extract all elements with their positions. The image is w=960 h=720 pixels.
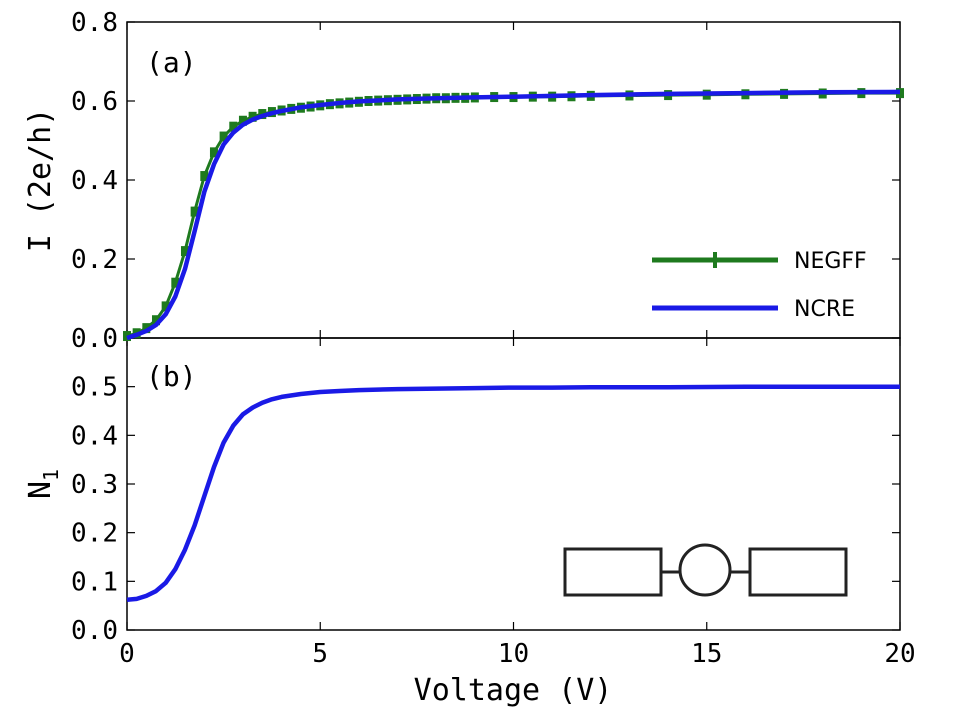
legend-negff-label: NEGFF [794,249,867,274]
panel-a-y-tick-label: 0.4 [71,166,118,196]
panel-b-y-tick-label: 0.0 [71,616,118,646]
x-axis-title: Voltage (V) [414,673,613,708]
panel-a-y-tick-label: 0.0 [71,324,118,354]
x-tick-label: 15 [691,639,722,669]
series-negff-point [238,115,247,126]
series-negff-point [171,277,180,288]
panel-b-y-tick-label: 0.3 [71,470,118,500]
panel-b-y-tick-label: 0.5 [71,373,118,403]
series-negff-point [142,323,151,334]
y-axis-title-main: N [23,481,58,499]
series-negff-point [151,315,160,326]
panel-b-y-tick-label: 0.4 [71,421,118,451]
panel-b-frame [126,337,901,631]
series-negff-point [229,121,238,132]
series-negff-point [219,131,228,142]
series-negff-point [248,111,257,122]
panel-a-y-tick-label: 0.6 [71,87,118,117]
panel-b-y-axis-title: N1 [23,469,63,499]
x-tick-label: 5 [312,639,328,669]
x-tick-label: 10 [498,639,529,669]
panel-b-label: (b) [146,360,197,393]
panel-a-y-tick-label: 0.8 [71,8,118,38]
quantum-dot-circle [678,543,732,597]
series-negff-point [200,171,209,182]
series-negff-point [190,206,199,217]
panel-b-y-tick-label: 0.2 [71,519,118,549]
legend: NEGFF NCRE [652,249,867,322]
series-negff-point [161,301,170,312]
series-ncre-line [126,89,901,341]
legend-ncre-label: NCRE [794,297,855,322]
x-tick-label: 20 [884,639,915,669]
device-schematic-inset [563,543,848,597]
panel-b-y-tick-label: 0.1 [71,567,118,597]
series-layer [123,88,904,603]
series-negff-line [126,91,900,338]
panel-a-y-tick-label: 0.2 [71,245,118,275]
ticks-layer: 0.0 0.2 0.4 0.6 0.8 0.0 0.1 0.2 0.3 0.4 0.5 0 5 10 15 2… [71,8,916,669]
left-lead-box [563,547,663,597]
right-lead-box [748,547,848,597]
panel-a-frame [126,21,901,339]
x-tick-label: 0 [119,639,135,669]
panel-a-label: (a) [146,46,197,79]
series-n1-line [126,384,900,603]
series-negff-point [209,147,218,158]
y-axis-title-subscript: 1 [39,469,63,481]
series-negff-point [180,246,189,257]
panel-a-y-axis-title: I (2e/h) [23,108,58,253]
